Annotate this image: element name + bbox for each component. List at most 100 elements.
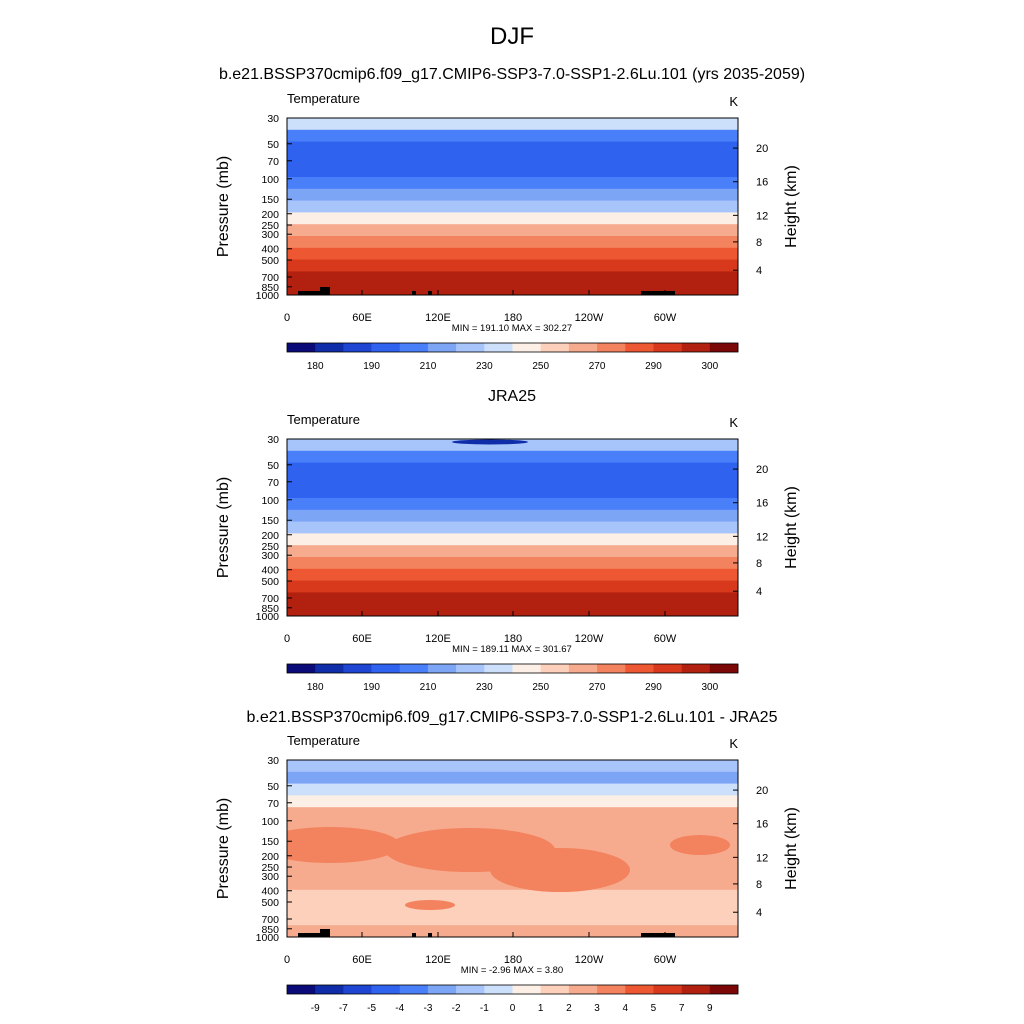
colorbar-label: 2 bbox=[566, 1003, 572, 1014]
x-tick-label: 0 bbox=[284, 954, 290, 966]
contour-band bbox=[287, 177, 738, 190]
x-tick-label: 60E bbox=[352, 633, 372, 645]
panel-1: b.e21.BSSP370cmip6.f09_g17.CMIP6-SSP3-7.… bbox=[215, 66, 805, 372]
colorbar-label: 300 bbox=[701, 361, 718, 372]
y-tick-label: 850 bbox=[261, 924, 279, 936]
contour-band bbox=[287, 771, 738, 785]
colorbar-box bbox=[371, 343, 401, 352]
colorbar-box bbox=[399, 343, 429, 352]
colorbar-label: 270 bbox=[589, 361, 606, 372]
contour-band bbox=[287, 509, 738, 523]
y-tick-label: 850 bbox=[261, 603, 279, 615]
contour-band bbox=[287, 604, 738, 616]
y-tick-label: 50 bbox=[267, 460, 279, 472]
topography bbox=[298, 933, 320, 937]
y-tick-label: 250 bbox=[261, 862, 279, 874]
topography bbox=[412, 933, 416, 937]
contour-band bbox=[287, 450, 738, 464]
y-tick-label: 150 bbox=[261, 836, 279, 848]
y-tick-label: 200 bbox=[261, 851, 279, 863]
colorbar-label: 180 bbox=[307, 682, 324, 693]
y-axis-label: Pressure (mb) bbox=[215, 156, 232, 257]
colorbar-box bbox=[653, 343, 682, 352]
colorbar-label: -1 bbox=[480, 1003, 489, 1014]
colorbar-box bbox=[625, 343, 654, 352]
y-tick-label: 100 bbox=[261, 816, 279, 828]
y2-axis-label: Height (km) bbox=[783, 807, 800, 890]
colorbar-box bbox=[456, 343, 485, 352]
colorbar-label: 250 bbox=[532, 361, 549, 372]
y-tick-label: 700 bbox=[261, 272, 279, 284]
contour-blob bbox=[287, 827, 400, 863]
y-tick-label: 1000 bbox=[256, 290, 280, 302]
y-tick-label: 250 bbox=[261, 220, 279, 232]
topography bbox=[428, 291, 432, 295]
contour-band bbox=[287, 271, 738, 284]
contour-band bbox=[287, 901, 738, 914]
colorbar-label: -2 bbox=[452, 1003, 461, 1014]
colorbar-box bbox=[343, 664, 372, 673]
colorbar-box bbox=[343, 985, 372, 994]
colorbar-label: 230 bbox=[476, 361, 493, 372]
colorbar-box bbox=[568, 664, 598, 673]
colorbar-box bbox=[709, 664, 739, 673]
contour-band bbox=[287, 498, 738, 511]
contour-band bbox=[287, 118, 738, 131]
panel-title: b.e21.BSSP370cmip6.f09_g17.CMIP6-SSP3-7.… bbox=[219, 66, 805, 83]
x-tick-label: 60W bbox=[654, 633, 677, 645]
x-tick-label: 60E bbox=[352, 312, 372, 324]
colorbar-box bbox=[709, 985, 739, 994]
colorbar-box bbox=[484, 664, 513, 673]
topography bbox=[320, 929, 330, 937]
y2-axis-label: Height (km) bbox=[783, 165, 800, 248]
colorbar-label: -9 bbox=[311, 1003, 320, 1014]
x-tick-label: 180 bbox=[504, 312, 522, 324]
y-tick-label: 850 bbox=[261, 282, 279, 294]
contour-band bbox=[287, 247, 738, 261]
contour-band bbox=[287, 153, 738, 166]
y2-tick-label: 4 bbox=[756, 265, 762, 277]
variable-label: Temperature bbox=[287, 91, 360, 106]
y-tick-label: 300 bbox=[261, 229, 279, 241]
contour-band bbox=[287, 533, 738, 546]
y-tick-label: 30 bbox=[267, 434, 279, 446]
contour-band bbox=[287, 439, 738, 452]
colorbar-box bbox=[540, 343, 570, 352]
colorbar-label: 270 bbox=[589, 682, 606, 693]
contour-blob bbox=[452, 439, 528, 445]
x-tick-label: 60W bbox=[654, 312, 677, 324]
y-tick-label: 200 bbox=[261, 530, 279, 542]
colorbar-label: 210 bbox=[420, 682, 437, 693]
contour-band bbox=[287, 165, 738, 178]
colorbar-box bbox=[484, 985, 513, 994]
y2-tick-label: 12 bbox=[756, 210, 768, 222]
contour-band bbox=[287, 212, 738, 225]
colorbar-label: 230 bbox=[476, 682, 493, 693]
topography bbox=[641, 933, 675, 937]
contour-band bbox=[287, 474, 738, 487]
colorbar-box bbox=[456, 664, 485, 673]
contour-band bbox=[287, 925, 738, 937]
contour-field bbox=[287, 439, 738, 616]
x-tick-label: 120E bbox=[425, 312, 451, 324]
stats-label: MIN = 191.10 MAX = 302.27 bbox=[452, 323, 572, 334]
contour-band bbox=[287, 568, 738, 582]
colorbar-box bbox=[681, 985, 711, 994]
contour-field bbox=[287, 118, 738, 295]
colorbar-box bbox=[540, 664, 570, 673]
y2-tick-label: 16 bbox=[756, 819, 768, 831]
colorbar-label: -5 bbox=[367, 1003, 376, 1014]
colorbar-box bbox=[371, 664, 401, 673]
colorbar-label: -7 bbox=[339, 1003, 348, 1014]
y-tick-label: 300 bbox=[261, 871, 279, 883]
x-tick-label: 120W bbox=[575, 954, 604, 966]
colorbar-label: 180 bbox=[307, 361, 324, 372]
topography bbox=[412, 291, 416, 295]
contour-band bbox=[287, 129, 738, 143]
colorbar-label: 300 bbox=[701, 682, 718, 693]
colorbar-label: 290 bbox=[645, 361, 662, 372]
panels: b.e21.BSSP370cmip6.f09_g17.CMIP6-SSP3-7.… bbox=[215, 66, 805, 1014]
x-tick-label: 180 bbox=[504, 954, 522, 966]
y-tick-label: 500 bbox=[261, 255, 279, 267]
colorbar-label: 250 bbox=[532, 682, 549, 693]
